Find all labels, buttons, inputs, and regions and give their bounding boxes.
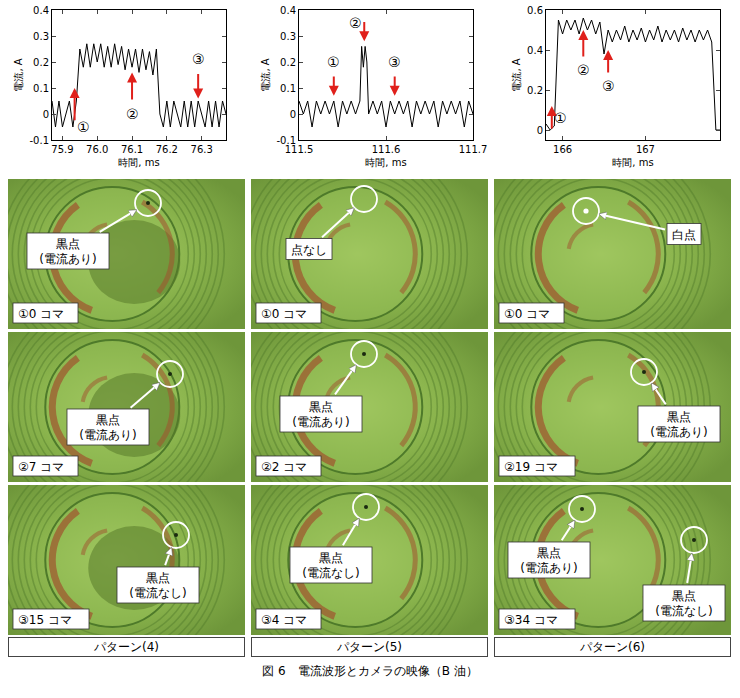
svg-text:①0 コマ: ①0 コマ [18, 307, 64, 321]
svg-text:①: ① [327, 54, 340, 70]
svg-text:点なし: 点なし [291, 243, 327, 257]
svg-text:0.6: 0.6 [527, 5, 543, 16]
svg-text:111.7: 111.7 [459, 144, 488, 155]
svg-text:白点: 白点 [672, 228, 696, 242]
svg-text:黒点: 黒点 [309, 400, 333, 414]
svg-text:時間, ms: 時間, ms [118, 157, 159, 168]
html-text:図 6 電流波形とカメラの映像（B 油）: 図 6 電流波形とカメラの映像（B 油） [262, 664, 478, 678]
svg-text:75.9: 75.9 [51, 144, 73, 155]
svg-text:(電流なし): (電流なし) [655, 604, 712, 618]
svg-text:0.2: 0.2 [33, 57, 49, 68]
svg-text:③: ③ [388, 54, 401, 70]
svg-text:時間, ms: 時間, ms [365, 157, 406, 168]
svg-text:0.2: 0.2 [280, 57, 296, 68]
svg-text:(電流あり): (電流あり) [520, 561, 577, 575]
svg-text:③: ③ [192, 51, 205, 67]
svg-text:76.1: 76.1 [121, 144, 143, 155]
svg-text:76.2: 76.2 [156, 144, 178, 155]
svg-text:111.6: 111.6 [372, 144, 401, 155]
svg-text:0.4: 0.4 [527, 45, 543, 56]
svg-text:76.3: 76.3 [191, 144, 213, 155]
svg-text:0: 0 [43, 109, 49, 120]
svg-text:0.3: 0.3 [33, 31, 49, 42]
svg-text:黒点: 黒点 [667, 410, 691, 424]
svg-text:0: 0 [537, 125, 543, 136]
svg-text:黒点: 黒点 [537, 546, 561, 560]
svg-text:(電流あり): (電流あり) [292, 415, 349, 429]
svg-text:黒点: 黒点 [319, 551, 343, 565]
svg-text:電流, A: 電流, A [511, 58, 522, 91]
svg-text:③34 コマ: ③34 コマ [504, 613, 558, 627]
svg-text:黒点: 黒点 [56, 237, 80, 251]
svg-text:0.4: 0.4 [280, 5, 296, 16]
svg-text:③4 コマ: ③4 コマ [261, 613, 307, 627]
html-text:パターン(6): パターン(6) [580, 640, 645, 654]
svg-text:-0.1: -0.1 [29, 135, 49, 146]
svg-text:①: ① [554, 110, 567, 126]
html-text:パターン(4): パターン(4) [94, 640, 159, 654]
svg-text:(電流あり): (電流あり) [39, 252, 96, 266]
svg-text:0.1: 0.1 [33, 83, 49, 94]
svg-text:0.4: 0.4 [33, 5, 49, 16]
svg-text:②7 コマ: ②7 コマ [18, 460, 64, 474]
svg-text:①0 コマ: ①0 コマ [261, 307, 307, 321]
svg-text:①: ① [77, 119, 90, 135]
svg-text:黒点: 黒点 [146, 571, 170, 585]
svg-text:①0 コマ: ①0 コマ [504, 307, 550, 321]
svg-text:(電流なし): (電流なし) [129, 586, 186, 600]
svg-text:②: ② [126, 106, 139, 122]
svg-text:0: 0 [290, 109, 296, 120]
svg-text:時間, ms: 時間, ms [612, 157, 653, 168]
svg-text:0.2: 0.2 [527, 85, 543, 96]
svg-text:黒点: 黒点 [672, 589, 696, 603]
svg-text:(電流なし): (電流なし) [302, 566, 359, 580]
svg-text:黒点: 黒点 [96, 413, 120, 427]
svg-text:167: 167 [636, 144, 655, 155]
svg-text:(電流あり): (電流あり) [650, 425, 707, 439]
svg-text:(電流あり): (電流あり) [79, 428, 136, 442]
svg-text:-0.1: -0.1 [276, 135, 296, 146]
svg-text:76.0: 76.0 [86, 144, 108, 155]
svg-text:③15 コマ: ③15 コマ [18, 613, 72, 627]
svg-text:②19 コマ: ②19 コマ [504, 460, 558, 474]
svg-text:③: ③ [602, 78, 615, 94]
svg-text:電流, A: 電流, A [260, 58, 271, 91]
svg-text:0.3: 0.3 [280, 31, 296, 42]
svg-text:166: 166 [553, 144, 572, 155]
svg-text:電流, A: 電流, A [13, 58, 24, 91]
svg-text:②2 コマ: ②2 コマ [261, 460, 307, 474]
svg-text:②: ② [349, 15, 362, 31]
svg-text:②: ② [577, 62, 590, 78]
svg-text:0.1: 0.1 [280, 83, 296, 94]
svg-text:111.5: 111.5 [285, 144, 314, 155]
html-text:パターン(5): パターン(5) [337, 640, 402, 654]
